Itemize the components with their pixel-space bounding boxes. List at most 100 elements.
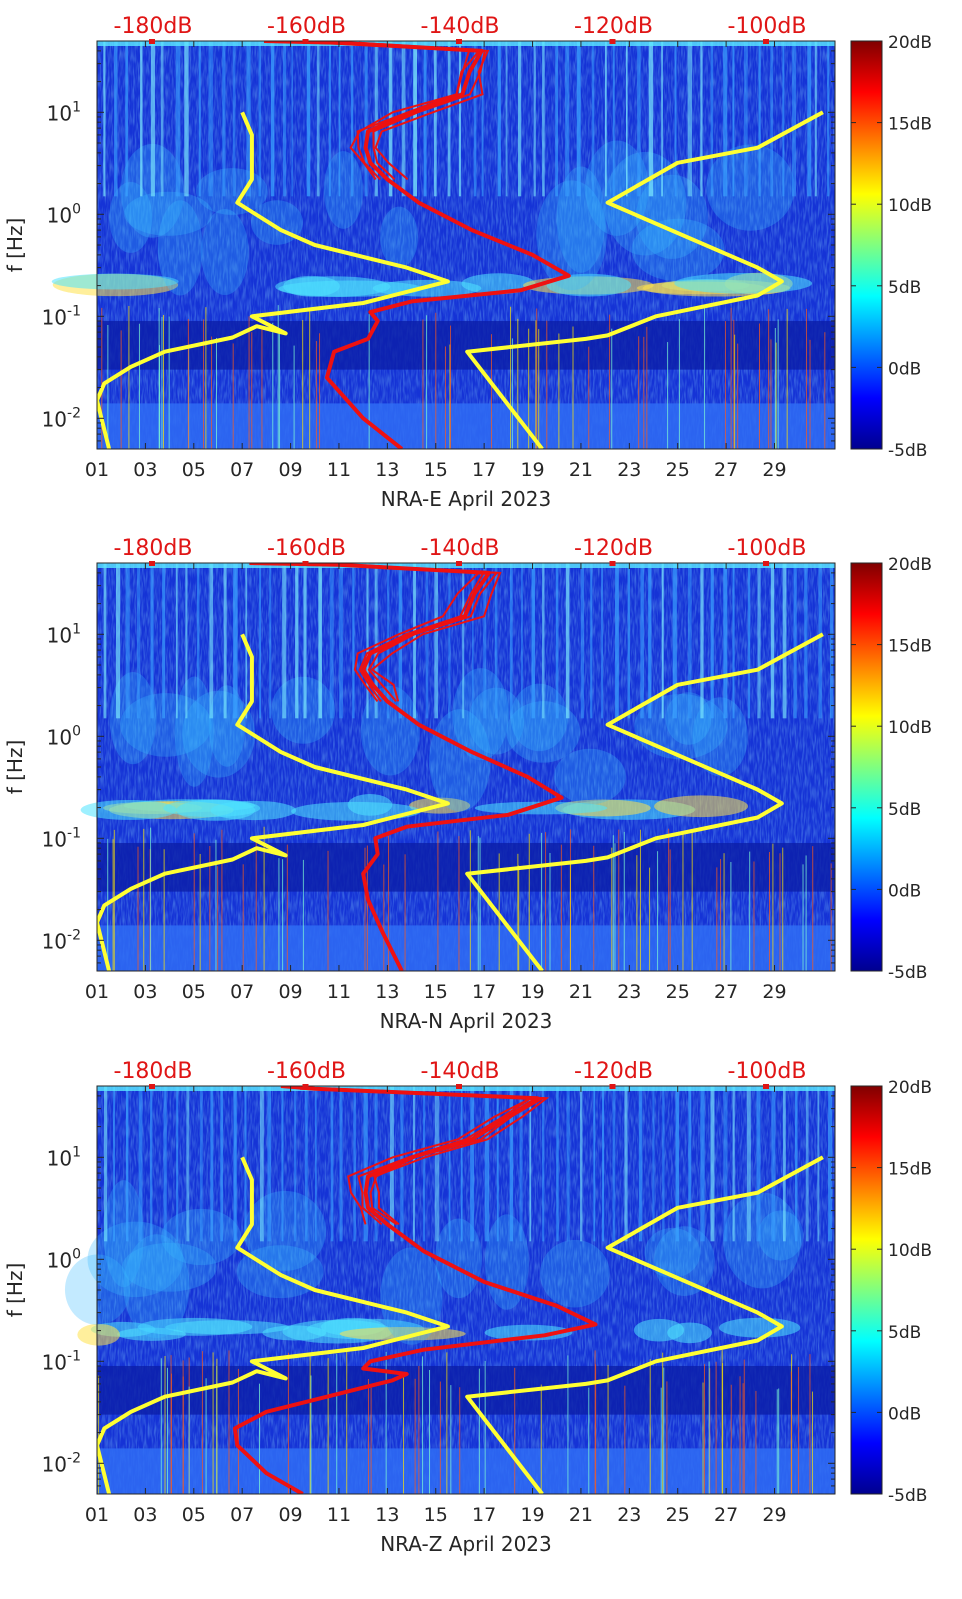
x-tick-label: 03 <box>133 981 157 1003</box>
colorbar-label: 15dB <box>888 1160 932 1180</box>
x-tick-label: 13 <box>375 981 399 1003</box>
low-freq-band <box>97 925 835 971</box>
median-psd-spread <box>347 41 487 181</box>
noise-cloud <box>452 668 509 761</box>
noise-cloud <box>201 208 249 296</box>
streak <box>591 41 595 197</box>
streak <box>732 41 735 197</box>
streak <box>828 1086 833 1242</box>
top-band <box>97 1086 835 1091</box>
noise-cloud <box>665 692 712 745</box>
median-psd-spread <box>338 563 491 703</box>
streak <box>771 1086 776 1242</box>
streak <box>259 563 261 719</box>
noise-cloud <box>654 1226 715 1296</box>
top-db-label: -180dB <box>114 536 193 561</box>
streak <box>700 1086 705 1242</box>
noise-cloud <box>429 709 491 812</box>
noise-cloud <box>634 693 728 760</box>
streak <box>329 563 334 719</box>
streak <box>556 1086 559 1242</box>
x-tick-label: 21 <box>569 459 593 481</box>
median-psd-spread <box>299 1087 535 1225</box>
streak <box>758 41 761 197</box>
noise-cloud <box>603 151 687 256</box>
streak <box>423 1086 426 1242</box>
streak <box>425 563 429 719</box>
x-tick-label: 01 <box>85 981 109 1003</box>
streak <box>804 563 808 719</box>
streak <box>521 563 523 719</box>
streak <box>652 1086 655 1242</box>
streak <box>723 1086 728 1242</box>
median-psd-spread <box>346 563 502 702</box>
top-db-tick <box>609 561 616 566</box>
top-db-tick <box>302 39 309 44</box>
streak <box>184 41 189 197</box>
streak <box>175 563 178 719</box>
streak <box>770 563 775 719</box>
streak <box>462 563 465 719</box>
top-db-tick <box>149 39 155 44</box>
streak <box>162 563 166 719</box>
noise-cloud <box>271 676 336 744</box>
streak <box>518 41 522 197</box>
y-axis-label: f [Hz] <box>3 1263 27 1318</box>
x-tick-label: 25 <box>666 981 690 1003</box>
colorbar-label: 15dB <box>888 637 932 657</box>
streak <box>743 41 748 197</box>
colorbar-label: 20dB <box>888 555 932 575</box>
streak <box>710 1086 715 1242</box>
streak <box>413 563 416 719</box>
dark-band <box>97 842 835 892</box>
low-freq-band <box>97 1448 835 1494</box>
streak <box>185 563 188 719</box>
median-psd-spread <box>338 41 484 181</box>
streak <box>176 1086 179 1242</box>
noise-cloud <box>157 200 203 296</box>
streak <box>533 41 536 197</box>
streak <box>747 563 751 719</box>
noise-cloud <box>540 1239 610 1308</box>
streak <box>304 1086 308 1242</box>
streak <box>295 563 299 719</box>
colorbar-label: -5dB <box>888 1486 927 1506</box>
streak <box>782 41 785 197</box>
streak <box>565 563 570 719</box>
streak <box>795 1086 798 1242</box>
streak <box>138 1086 143 1242</box>
y-tick-label: 10-2 <box>42 927 81 953</box>
streak <box>700 563 704 719</box>
top-db-tick <box>456 561 462 566</box>
streak <box>601 563 604 719</box>
streak <box>339 1086 343 1242</box>
median-psd-spread <box>310 1087 534 1226</box>
streak <box>223 563 227 719</box>
colorbar-label: 0dB <box>888 359 921 379</box>
streak <box>770 41 774 197</box>
streak <box>470 1086 475 1242</box>
streak <box>186 1086 190 1242</box>
streak <box>315 1086 317 1242</box>
streak <box>423 41 427 197</box>
median-psd-spread <box>318 41 471 180</box>
x-tick-label: 19 <box>520 981 544 1003</box>
streak <box>710 41 714 197</box>
microseism-patch <box>275 276 391 298</box>
streak <box>792 41 797 197</box>
streak <box>283 41 287 197</box>
y-axis-label: f [Hz] <box>3 218 27 273</box>
streak <box>674 41 677 197</box>
noise-model-line <box>465 1155 824 1494</box>
noise-cloud <box>123 1234 190 1339</box>
colorbar-label: 5dB <box>888 800 921 820</box>
x-tick-label: 21 <box>569 1504 593 1526</box>
streak <box>723 41 728 197</box>
streak <box>827 41 830 197</box>
noise-cloud <box>120 693 212 757</box>
noise-cloud <box>510 683 568 752</box>
streak <box>593 1086 596 1242</box>
x-tick-label: 27 <box>714 459 738 481</box>
streak <box>672 563 677 719</box>
streak <box>604 41 607 197</box>
